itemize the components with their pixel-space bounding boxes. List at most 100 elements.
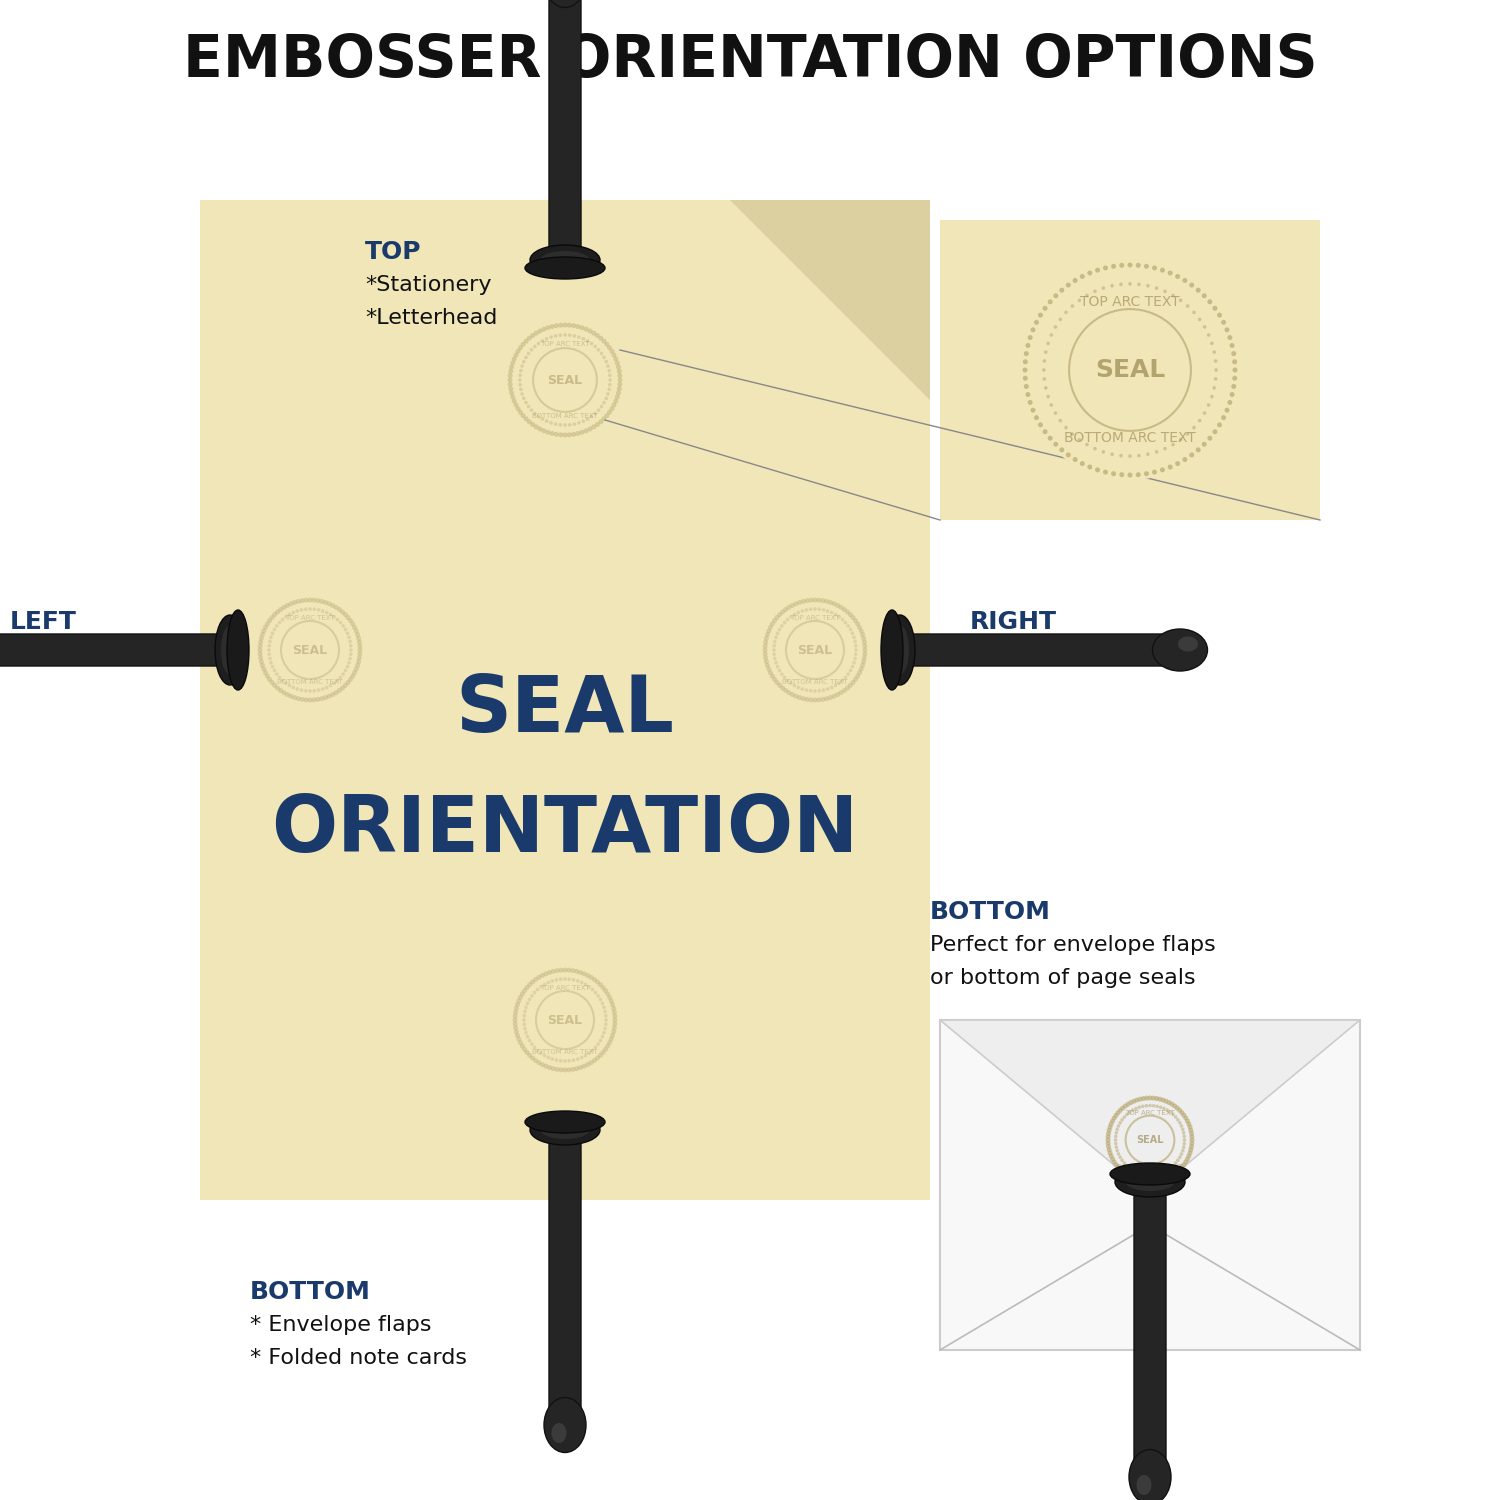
Circle shape bbox=[585, 974, 590, 978]
Circle shape bbox=[608, 410, 612, 416]
Circle shape bbox=[1101, 286, 1106, 290]
Circle shape bbox=[579, 430, 585, 435]
Circle shape bbox=[333, 615, 336, 618]
Circle shape bbox=[546, 430, 550, 435]
Circle shape bbox=[328, 684, 333, 687]
Circle shape bbox=[525, 1002, 530, 1005]
Text: *Letterhead: *Letterhead bbox=[364, 308, 498, 328]
Circle shape bbox=[1047, 394, 1050, 399]
Circle shape bbox=[312, 688, 316, 693]
Circle shape bbox=[567, 1059, 572, 1062]
Circle shape bbox=[513, 402, 519, 408]
FancyBboxPatch shape bbox=[200, 200, 930, 1200]
Circle shape bbox=[1101, 450, 1106, 453]
Circle shape bbox=[1071, 432, 1074, 436]
Circle shape bbox=[1221, 320, 1226, 326]
Circle shape bbox=[830, 686, 834, 690]
Circle shape bbox=[808, 608, 813, 610]
Circle shape bbox=[765, 632, 770, 638]
Circle shape bbox=[526, 420, 532, 424]
Circle shape bbox=[320, 598, 324, 604]
Circle shape bbox=[772, 652, 776, 656]
Circle shape bbox=[357, 639, 362, 645]
Circle shape bbox=[292, 600, 297, 604]
Circle shape bbox=[300, 598, 304, 603]
Circle shape bbox=[1044, 386, 1047, 390]
Circle shape bbox=[312, 698, 316, 702]
Circle shape bbox=[608, 387, 610, 392]
Circle shape bbox=[846, 672, 850, 676]
Circle shape bbox=[1232, 351, 1236, 355]
Circle shape bbox=[608, 374, 612, 376]
Circle shape bbox=[609, 350, 615, 354]
Circle shape bbox=[1125, 1164, 1130, 1167]
Circle shape bbox=[1020, 260, 1240, 480]
Circle shape bbox=[268, 636, 273, 639]
Circle shape bbox=[792, 684, 796, 687]
Circle shape bbox=[1071, 304, 1074, 307]
Circle shape bbox=[603, 356, 606, 360]
Circle shape bbox=[350, 674, 355, 678]
Circle shape bbox=[862, 656, 867, 660]
Circle shape bbox=[296, 687, 298, 692]
Circle shape bbox=[326, 610, 328, 615]
Circle shape bbox=[852, 662, 856, 664]
Circle shape bbox=[550, 969, 556, 974]
Circle shape bbox=[1174, 1170, 1180, 1174]
Circle shape bbox=[600, 351, 603, 355]
Circle shape bbox=[772, 648, 776, 652]
Circle shape bbox=[555, 978, 558, 981]
Circle shape bbox=[1134, 1098, 1140, 1102]
Circle shape bbox=[344, 612, 348, 616]
Circle shape bbox=[578, 336, 580, 339]
Ellipse shape bbox=[220, 626, 238, 675]
Circle shape bbox=[530, 1042, 534, 1046]
Circle shape bbox=[520, 364, 524, 368]
Circle shape bbox=[1184, 1116, 1188, 1120]
Circle shape bbox=[285, 692, 290, 698]
Circle shape bbox=[618, 382, 622, 387]
Text: Perfect for envelope flaps: Perfect for envelope flaps bbox=[930, 934, 1215, 956]
Circle shape bbox=[855, 674, 859, 678]
Circle shape bbox=[1042, 376, 1046, 381]
Circle shape bbox=[1128, 472, 1132, 477]
Circle shape bbox=[1142, 1096, 1146, 1101]
Circle shape bbox=[1128, 1100, 1134, 1106]
Circle shape bbox=[524, 400, 528, 405]
Circle shape bbox=[1106, 1137, 1110, 1143]
Circle shape bbox=[1161, 1098, 1166, 1102]
Circle shape bbox=[1170, 1173, 1174, 1179]
Circle shape bbox=[1154, 1096, 1160, 1101]
Circle shape bbox=[526, 1053, 532, 1058]
Circle shape bbox=[1107, 1150, 1113, 1155]
Circle shape bbox=[600, 986, 606, 990]
Circle shape bbox=[822, 608, 825, 612]
Circle shape bbox=[1110, 1119, 1114, 1124]
Circle shape bbox=[844, 686, 850, 690]
Circle shape bbox=[540, 974, 544, 978]
Text: BOTTOM ARC TEXT: BOTTOM ARC TEXT bbox=[278, 680, 344, 686]
Circle shape bbox=[585, 417, 590, 422]
Circle shape bbox=[1221, 416, 1226, 420]
Circle shape bbox=[1128, 1110, 1131, 1114]
Circle shape bbox=[526, 336, 532, 340]
Circle shape bbox=[522, 1014, 526, 1017]
Circle shape bbox=[1182, 1142, 1186, 1146]
Ellipse shape bbox=[1152, 628, 1208, 670]
Circle shape bbox=[1167, 1174, 1172, 1180]
Ellipse shape bbox=[1125, 1173, 1174, 1191]
Circle shape bbox=[532, 345, 537, 348]
Circle shape bbox=[546, 1056, 550, 1059]
Circle shape bbox=[1059, 318, 1062, 321]
Circle shape bbox=[1212, 386, 1216, 390]
Circle shape bbox=[768, 670, 772, 675]
Circle shape bbox=[284, 615, 288, 618]
Circle shape bbox=[308, 698, 312, 702]
Circle shape bbox=[604, 992, 610, 996]
Circle shape bbox=[354, 628, 358, 633]
Circle shape bbox=[258, 656, 262, 660]
Circle shape bbox=[348, 639, 352, 644]
Circle shape bbox=[850, 632, 855, 634]
Circle shape bbox=[260, 658, 264, 664]
Circle shape bbox=[576, 980, 579, 982]
